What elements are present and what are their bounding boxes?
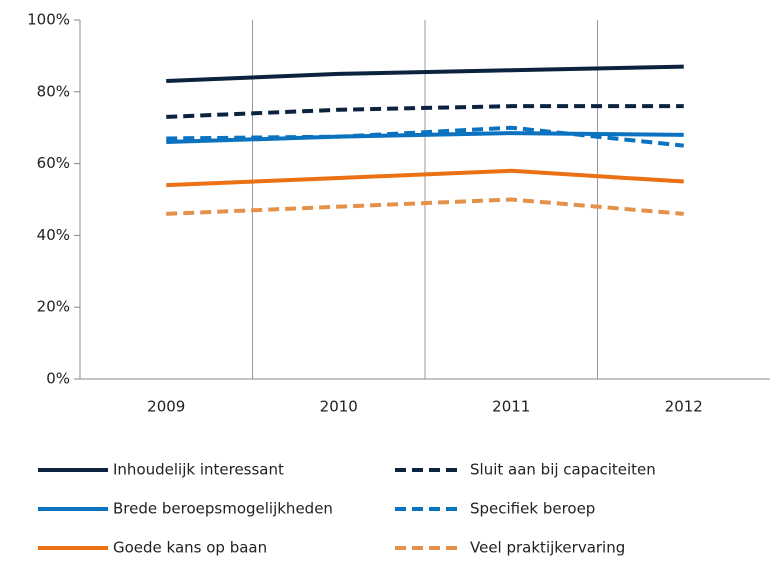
- legend-label: Sluit aan bij capaciteiten: [470, 461, 656, 479]
- y-tick-label: 20%: [37, 298, 70, 316]
- series-line: [166, 125, 684, 148]
- series-line: [166, 64, 684, 84]
- legend-label: Brede beroepsmogelijkheden: [113, 500, 333, 518]
- y-tick-label: 100%: [27, 11, 70, 29]
- y-tick-label: 80%: [37, 82, 70, 100]
- series-line: [166, 104, 684, 119]
- y-tick-label: 0%: [46, 370, 70, 388]
- y-tick-label: 40%: [37, 226, 70, 244]
- legend-label: Veel praktijkervaring: [470, 539, 625, 557]
- x-tick-label: 2011: [492, 398, 530, 416]
- legend-label: Specifiek beroep: [470, 500, 595, 518]
- x-tick-label: 2010: [320, 398, 358, 416]
- legend-label: Inhoudelijk interessant: [113, 461, 284, 479]
- series-line: [166, 197, 684, 216]
- legend-label: Goede kans op baan: [113, 539, 267, 557]
- y-tick-label: 60%: [37, 154, 70, 172]
- x-tick-label: 2009: [147, 398, 185, 416]
- x-tick-label: 2012: [665, 398, 703, 416]
- series-line: [166, 168, 684, 188]
